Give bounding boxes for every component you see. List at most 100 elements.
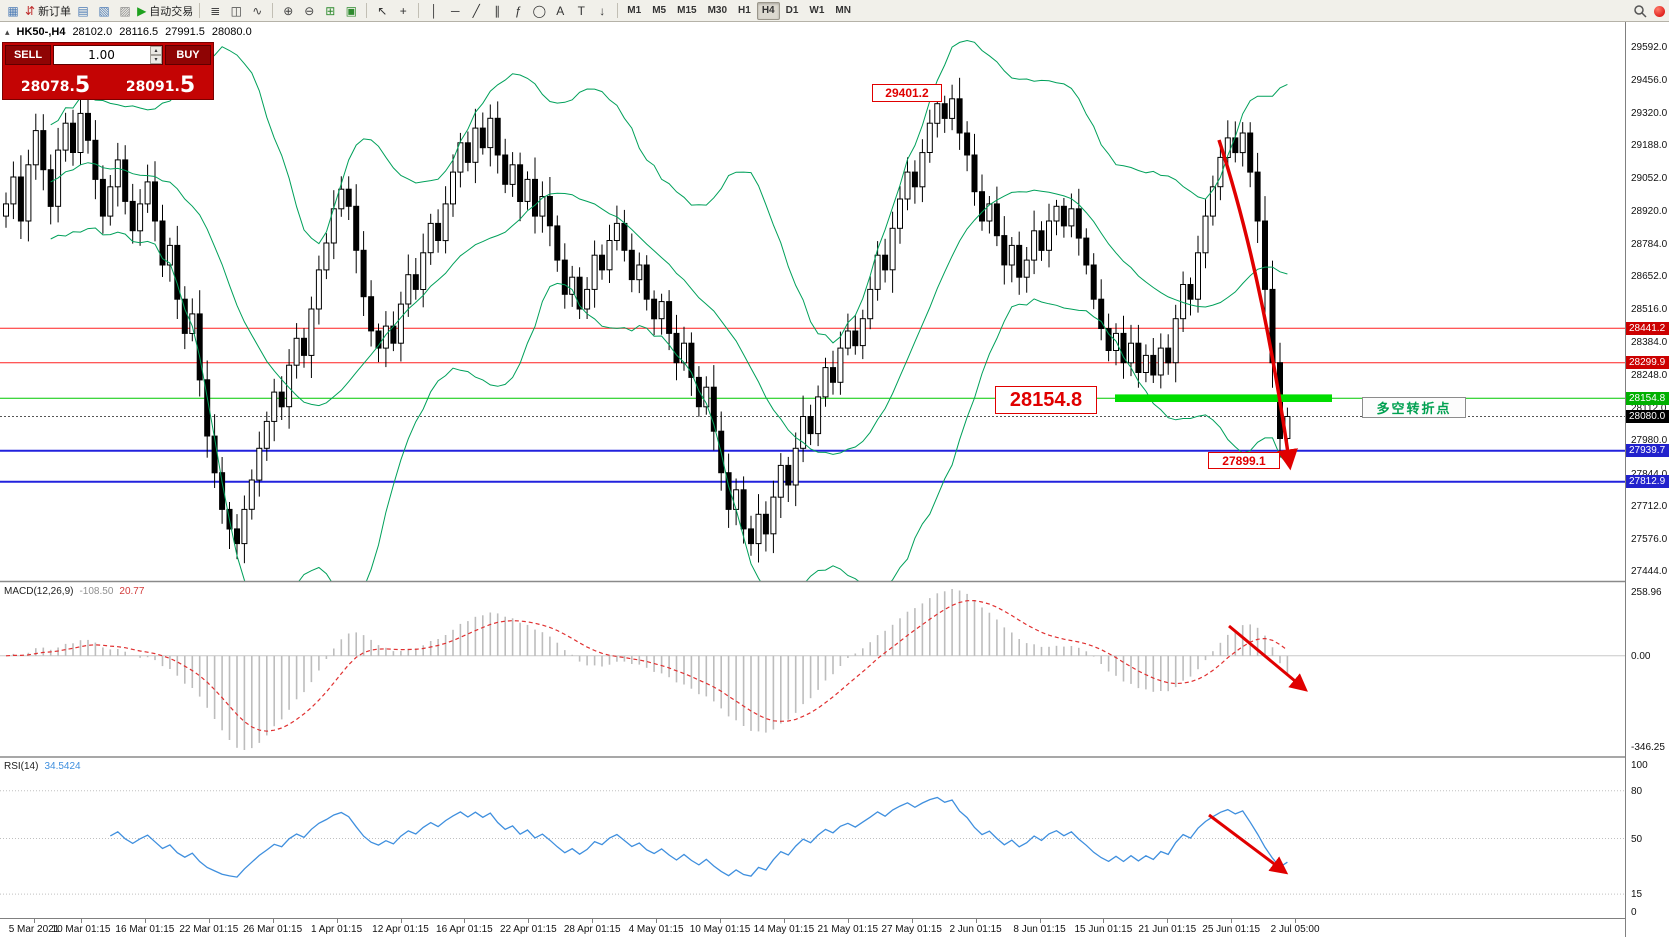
toolbar-separator [617, 3, 619, 18]
annotation-price-low[interactable]: 27899.1 [1208, 452, 1280, 469]
price-tick: 28384.0 [1631, 336, 1668, 348]
tile-windows-icon[interactable]: ⊞ [320, 1, 340, 21]
zoom-out-icon[interactable]: ⊖ [299, 1, 319, 21]
time-tick [975, 919, 977, 923]
price-marker-27939-7: 27939.7 [1626, 444, 1669, 458]
bollinger-upper-line [50, 39, 1288, 344]
vertical-line-tool-icon[interactable]: │ [424, 1, 444, 21]
volume-down-button[interactable]: ▾ [150, 55, 162, 64]
bars-chart-type-glyph: ≣ [210, 3, 221, 18]
cursor-tool-icon[interactable]: ↖ [372, 1, 392, 21]
terminal-panel-icon[interactable]: ▨ [115, 1, 135, 21]
channel-tool-icon[interactable]: ∥ [487, 1, 507, 21]
price-tick: 27576.0 [1631, 534, 1668, 546]
new-order-glyph: ⇵ [25, 3, 36, 18]
text-label-tool-icon[interactable]: T [571, 1, 591, 21]
trend-arrow-macd[interactable] [1228, 624, 1308, 692]
annotation-pivot-text[interactable]: 多空转折点 [1362, 397, 1466, 418]
price-marker-28299-9: 28299.9 [1626, 356, 1669, 370]
timeframe-m5-button[interactable]: M5 [647, 2, 671, 20]
new-order-button-label: 新订单 [38, 5, 72, 18]
tile-windows-glyph: ⊞ [325, 3, 336, 18]
navigator-icon[interactable]: ▧ [94, 1, 114, 21]
horizontal-line-tool-glyph: ─ [451, 3, 460, 18]
text-label-tool-glyph: T [577, 3, 585, 18]
volume-up-button[interactable]: ▴ [150, 46, 162, 55]
macd-signal-value: 20.77 [119, 586, 145, 597]
annotation-price-peak[interactable]: 29401.2 [872, 84, 942, 102]
support-zone-highlight[interactable] [1115, 394, 1332, 402]
time-tick [81, 919, 82, 923]
timeframe-h1-button[interactable]: H1 [733, 2, 756, 20]
bars-chart-type-icon[interactable]: ≣ [205, 1, 225, 21]
toolbar-right [1630, 0, 1665, 22]
trendline-tool-icon[interactable]: ╱ [466, 1, 486, 21]
time-label: 5 Mar 2021 [8, 924, 60, 935]
time-label: 27 May 01:15 [881, 924, 942, 935]
fibonacci-tool-icon[interactable]: ƒ [508, 1, 528, 21]
text-tool-icon[interactable]: A [550, 1, 570, 21]
time-label: 28 Apr 01:15 [563, 924, 621, 935]
buy-button[interactable]: BUY [165, 45, 211, 65]
autotrading-button[interactable]: ▶ 自动交易 [136, 1, 194, 21]
sell-button[interactable]: SELL [5, 45, 51, 65]
timeframe-w1-button[interactable]: W1 [804, 2, 829, 20]
market-watch-glyph: ▤ [77, 3, 89, 18]
time-axis[interactable]: 5 Mar 2021 10 Mar 01:15 16 Mar 01:15 22 Mar… [0, 918, 1625, 937]
arrow-objects-icon[interactable]: ↓ [592, 1, 612, 21]
fibonacci-tool-glyph: ƒ [514, 3, 522, 18]
one-click-collapse-toggle[interactable]: ▴ [5, 26, 10, 37]
chart-window-icon[interactable]: ▦ [3, 1, 23, 21]
timeframe-h4-button[interactable]: H4 [756, 1, 780, 20]
time-tick [592, 919, 594, 923]
timeframe-d1-button[interactable]: D1 [781, 2, 804, 20]
timeframe-m30-button[interactable]: M30 [703, 2, 732, 20]
timeframe-m1-button[interactable]: M1 [622, 2, 646, 20]
one-click-top-row: SELL ▴ ▾ BUY [3, 43, 213, 67]
buy-price[interactable]: 28091. 5 [108, 67, 213, 99]
candles-chart-type-icon[interactable]: ◫ [226, 1, 246, 21]
new-order-button[interactable]: ⇵ 新订单 [24, 1, 72, 21]
zoom-in-icon[interactable]: ⊕ [278, 1, 298, 21]
price-axis[interactable]: 29592.0 29456.0 29320.0 29188.0 29052.0 28920… [1625, 22, 1669, 937]
trend-arrow-rsi[interactable] [1208, 813, 1289, 875]
price-tick: 27844.0 [1631, 468, 1668, 480]
cascade-windows-icon[interactable]: ▣ [341, 1, 361, 21]
chart-high-value: 28116.5 [119, 26, 159, 38]
market-watch-icon[interactable]: ▤ [73, 1, 93, 21]
shapes-tool-icon[interactable]: ◯ [529, 1, 549, 21]
price-tick: 29052.0 [1631, 173, 1668, 185]
volume-input[interactable] [54, 46, 162, 64]
time-label: 26 Mar 01:15 [243, 924, 303, 935]
rsi-value: 34.5424 [44, 761, 81, 772]
price-tick: 28516.0 [1631, 304, 1668, 316]
trend-arrow-main[interactable] [1217, 139, 1298, 471]
annotation-key-level[interactable]: 28154.8 [995, 386, 1097, 414]
rsi-axis-value: 0 [1631, 907, 1637, 918]
timeframe-m15-button[interactable]: M15 [672, 2, 701, 20]
chart-close-value: 28080.0 [211, 26, 252, 38]
bollinger-lower-line [50, 227, 1288, 582]
time-tick [464, 919, 466, 923]
chart-canvas[interactable] [0, 22, 1625, 937]
time-label: 12 Apr 01:15 [372, 924, 429, 935]
rsi-axis-value: 15 [1631, 889, 1643, 901]
crosshair-tool-icon[interactable]: + [393, 1, 413, 21]
chart-window-glyph: ▦ [7, 3, 19, 18]
time-tick [783, 919, 785, 923]
time-tick [1039, 919, 1041, 923]
price-tick: 28652.0 [1631, 271, 1668, 283]
bollinger-middle-line [50, 162, 1288, 455]
sell-price-big: 5 [74, 73, 91, 98]
chart-ohlc-info: ▴ HK50-,H4 28102.0 28116.5 27991.5 28080… [5, 26, 252, 38]
timeframe-mn-button[interactable]: MN [830, 2, 856, 20]
time-label: 10 May 01:15 [689, 924, 751, 935]
notifications-icon[interactable] [1654, 5, 1665, 17]
toolbar-separator [199, 3, 201, 18]
sell-price[interactable]: 28078. 5 [3, 67, 108, 99]
horizontal-line-tool-icon[interactable]: ─ [445, 1, 465, 21]
search-icon[interactable] [1630, 1, 1650, 21]
line-chart-type-icon[interactable]: ∿ [247, 1, 267, 21]
price-tick: 27980.0 [1631, 435, 1668, 447]
